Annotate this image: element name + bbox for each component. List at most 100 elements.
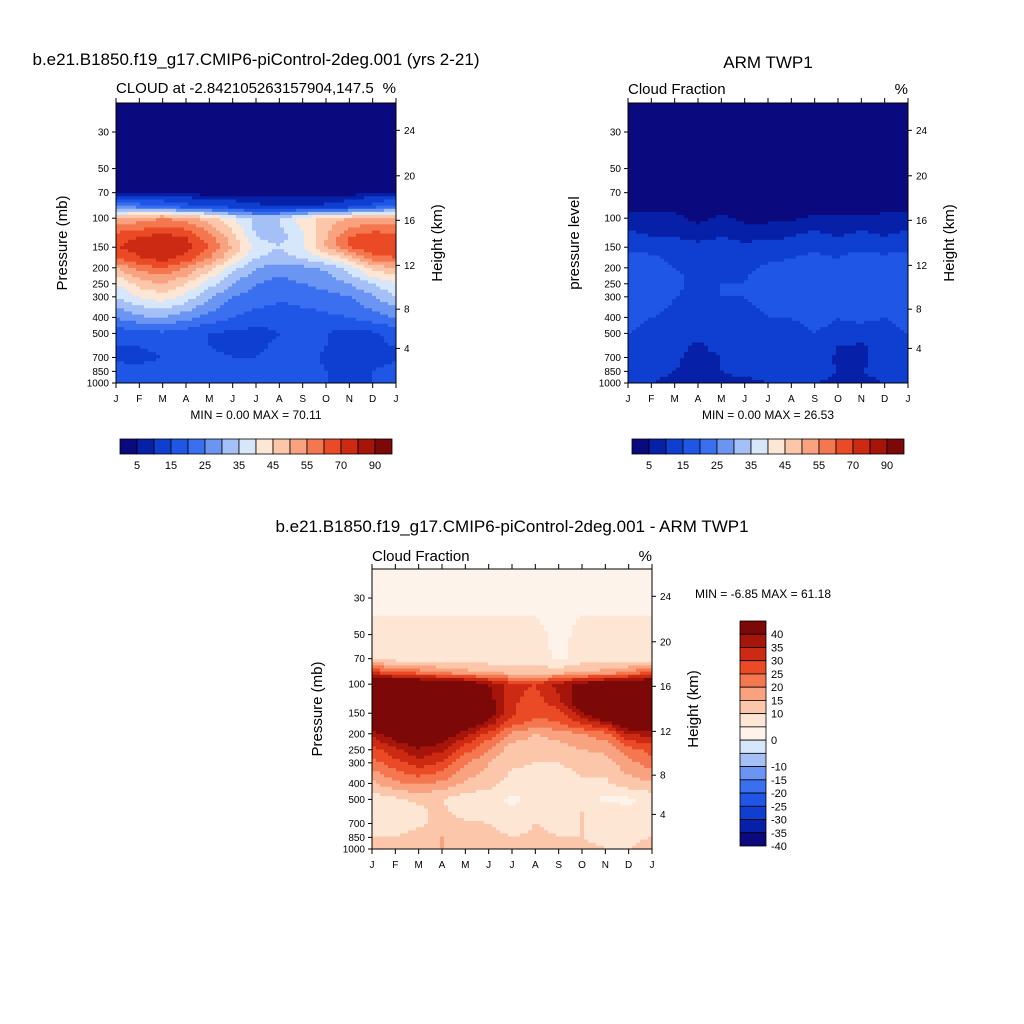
model-cell (280, 267, 285, 272)
model-cell (384, 218, 389, 222)
model-cell (160, 239, 165, 244)
model-cell (200, 308, 205, 313)
model-cell (380, 146, 385, 151)
model-cell (120, 208, 125, 213)
model-cell (124, 134, 129, 138)
model-cell (376, 320, 381, 325)
model-cell (304, 199, 309, 204)
model-cell (260, 131, 265, 135)
model-cell (280, 109, 285, 113)
model-cell (268, 255, 273, 260)
model-cell (124, 131, 129, 135)
model-cell (248, 314, 253, 319)
model-cell (116, 221, 121, 225)
model-cell (176, 187, 181, 191)
model-cell (188, 299, 193, 303)
model-cell (176, 137, 181, 141)
model-cell (196, 211, 201, 216)
model-cell (320, 255, 325, 260)
model-cell (248, 261, 253, 266)
model-cell (120, 299, 125, 303)
model-cell (116, 208, 121, 213)
model-cell (188, 180, 193, 185)
model-cell (180, 308, 185, 313)
model-cell (168, 174, 173, 179)
model-cell (248, 221, 253, 225)
model-cell (156, 149, 161, 154)
model-cell (244, 252, 249, 257)
model-cell (372, 140, 377, 145)
model-cell (244, 131, 249, 135)
model-cell (208, 183, 213, 188)
model-cell (260, 317, 265, 322)
model-cell (284, 224, 289, 229)
model-cell (248, 317, 253, 322)
model-cell (136, 202, 141, 207)
model-cell (176, 205, 181, 210)
model-cell (144, 112, 149, 117)
model-cell (116, 267, 121, 272)
model-cell (288, 233, 293, 238)
model-cell (140, 103, 145, 107)
model-cell (172, 140, 177, 145)
model-cell (388, 221, 393, 225)
model-cell (324, 283, 329, 288)
model-cell (276, 286, 281, 291)
model-cell (140, 127, 145, 132)
model-cell (272, 112, 277, 117)
model-cell (240, 124, 245, 129)
model-cell (264, 286, 269, 291)
model-cell (376, 127, 381, 132)
model-cell (120, 183, 125, 188)
model-cell (156, 258, 161, 263)
model-cell (140, 283, 145, 288)
model-cell (344, 118, 349, 123)
model-cell (336, 103, 341, 107)
model-cell (312, 295, 317, 300)
model-cell (260, 271, 265, 275)
model-cell (336, 236, 341, 241)
model-cell (248, 149, 253, 154)
model-cell (260, 233, 265, 238)
model-cell (148, 261, 153, 266)
model-cell (312, 289, 317, 294)
model-cell (372, 155, 377, 160)
model-cell (252, 224, 257, 229)
model-cell (120, 159, 125, 163)
model-cell (352, 149, 357, 154)
model-cell (136, 118, 141, 123)
model-cell (144, 267, 149, 272)
model-cell (152, 299, 157, 303)
model-cell (376, 292, 381, 297)
model-cell (148, 308, 153, 313)
model-cell (168, 233, 173, 238)
model-cell (324, 140, 329, 145)
model-cell (132, 267, 137, 272)
model-cell (208, 264, 213, 269)
model-cell (160, 177, 165, 182)
model-cell (204, 121, 209, 126)
model-cell (224, 221, 229, 225)
model-cell (336, 249, 341, 253)
model-cell (292, 183, 297, 188)
model-cell (216, 208, 221, 213)
model-cell (312, 218, 317, 222)
model-cell (316, 149, 321, 154)
model-cell (336, 221, 341, 225)
model-cell (372, 215, 377, 219)
model-cell (260, 183, 265, 188)
model-cell (280, 314, 285, 319)
model-cell (312, 112, 317, 117)
model-cell (264, 283, 269, 288)
model-cell (120, 283, 125, 288)
model-cell (388, 187, 393, 191)
model-cell (336, 308, 341, 313)
model-cell (132, 118, 137, 123)
model-cell (220, 155, 225, 160)
model-cell (208, 289, 213, 294)
model-cell (116, 277, 121, 281)
model-cell (308, 215, 313, 219)
model-cell (312, 246, 317, 250)
model-cell (136, 211, 141, 216)
model-cell (356, 140, 361, 145)
